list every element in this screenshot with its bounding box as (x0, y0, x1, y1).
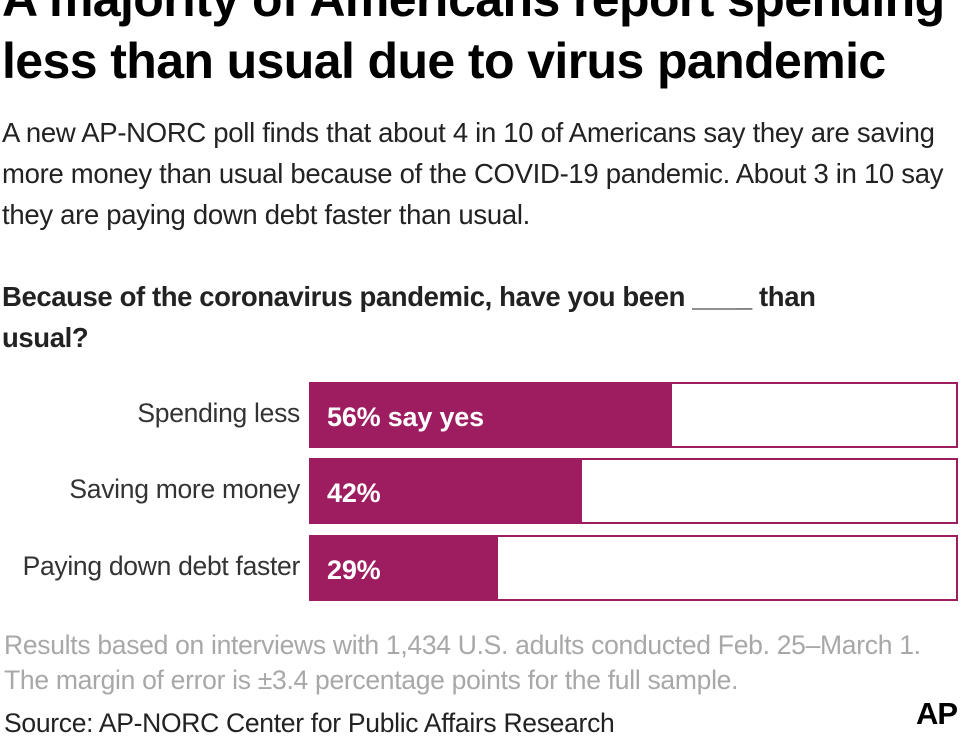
ap-logo: AP (916, 696, 958, 731)
bar-chart: Spending less 56% say yes Saving more mone… (0, 380, 966, 604)
chart-subtitle: A new AP-NORC poll finds that about 4 in… (2, 117, 944, 230)
chart-title: A majority of Americans report spending … (2, 0, 945, 89)
bar-row: Saving more money 42% (0, 458, 966, 524)
bar-row: Spending less 56% say yes (0, 382, 966, 448)
bar (311, 460, 582, 522)
source-line: Source: AP-NORC Center for Public Affair… (4, 708, 615, 738)
bar-track: 42% (309, 458, 958, 524)
category-label: Paying down debt faster (22, 551, 301, 581)
category-label: Saving more money (69, 474, 300, 504)
bar-value-label: 29% (327, 555, 381, 585)
bar-track: 56% say yes (309, 382, 958, 448)
bar-row: Paying down debt faster 29% (0, 535, 966, 601)
survey-question: Because of the coronavirus pandemic, hav… (2, 281, 816, 353)
bar (311, 384, 673, 446)
bar-value-label: 42% (327, 478, 381, 508)
category-label: Spending less (137, 398, 300, 428)
methodology-note: Results based on interviews with 1,434 U… (4, 630, 921, 695)
bar-value-label: 56% say yes (327, 402, 484, 432)
bar-track: 29% (309, 535, 958, 601)
bar (311, 537, 499, 599)
